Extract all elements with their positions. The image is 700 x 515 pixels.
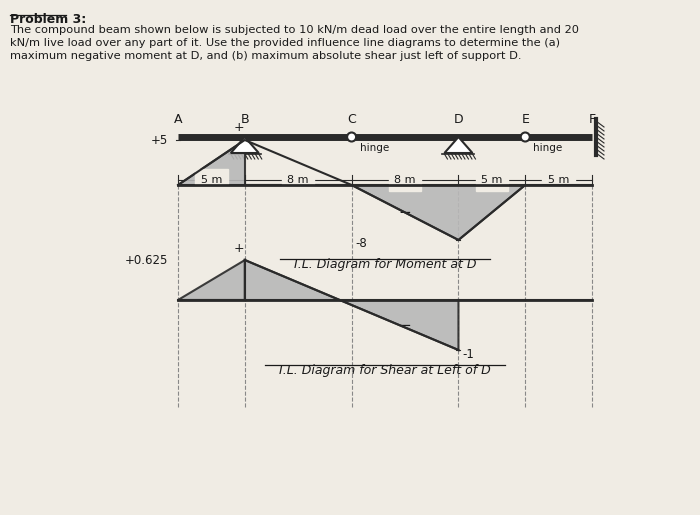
Text: Problem 3:: Problem 3: (10, 13, 86, 26)
Text: C: C (347, 113, 356, 126)
Polygon shape (245, 185, 525, 240)
Text: kN/m live load over any part of it. Use the provided influence line diagrams to : kN/m live load over any part of it. Use … (10, 38, 560, 48)
Circle shape (521, 132, 530, 142)
Text: D: D (454, 113, 463, 126)
Polygon shape (231, 137, 259, 153)
Text: A: A (174, 113, 182, 126)
Text: +0.625: +0.625 (125, 253, 168, 266)
Text: 8 m: 8 m (288, 175, 309, 185)
Text: F: F (589, 113, 596, 126)
Polygon shape (245, 260, 458, 350)
Text: I.L. Diagram for Moment at D: I.L. Diagram for Moment at D (294, 258, 476, 271)
Text: 5 m: 5 m (201, 175, 222, 185)
Text: -1: -1 (463, 348, 475, 361)
Text: hinge: hinge (360, 143, 389, 153)
Text: 8 m: 8 m (394, 175, 416, 185)
Text: The compound beam shown below is subjected to 10 kN/m dead load over the entire : The compound beam shown below is subject… (10, 25, 579, 35)
Text: +5: +5 (150, 133, 168, 146)
Circle shape (347, 132, 356, 142)
Polygon shape (444, 137, 472, 153)
Text: +: + (234, 242, 244, 255)
Text: E: E (522, 113, 529, 126)
Text: maximum negative moment at D, and (b) maximum absolute shear just left of suppor: maximum negative moment at D, and (b) ma… (10, 51, 522, 61)
Text: +: + (234, 121, 244, 134)
Text: B: B (241, 113, 249, 126)
Polygon shape (178, 140, 245, 185)
Text: −: − (399, 318, 412, 333)
Text: 5 m: 5 m (481, 175, 503, 185)
Text: -8: -8 (356, 237, 368, 250)
Polygon shape (178, 260, 245, 300)
Text: −: − (399, 205, 412, 220)
Text: I.L. Diagram for Shear at Left of D: I.L. Diagram for Shear at Left of D (279, 364, 491, 377)
Text: 5 m: 5 m (548, 175, 569, 185)
Text: hinge: hinge (533, 143, 563, 153)
